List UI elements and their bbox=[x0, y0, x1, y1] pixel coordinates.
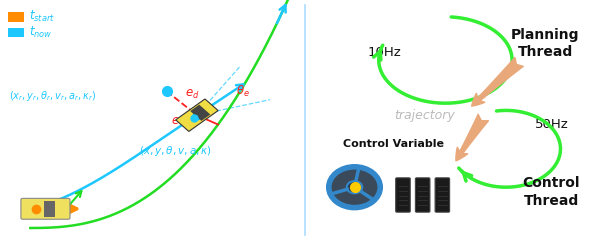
Text: $\theta_e$: $\theta_e$ bbox=[236, 84, 250, 99]
Polygon shape bbox=[190, 105, 211, 121]
Polygon shape bbox=[176, 99, 218, 132]
Text: $e$: $e$ bbox=[171, 114, 180, 126]
Circle shape bbox=[329, 167, 380, 208]
FancyBboxPatch shape bbox=[435, 178, 450, 212]
Text: $t_{now}$: $t_{now}$ bbox=[29, 25, 53, 40]
Text: trajectory: trajectory bbox=[394, 109, 455, 122]
FancyBboxPatch shape bbox=[396, 178, 410, 212]
Text: 50Hz: 50Hz bbox=[534, 118, 569, 131]
FancyBboxPatch shape bbox=[21, 198, 70, 219]
Text: $(x_r, y_r, \theta_r, v_r, a_r, \kappa_r)$: $(x_r, y_r, \theta_r, v_r, a_r, \kappa_r… bbox=[9, 89, 97, 103]
Text: $t_{start}$: $t_{start}$ bbox=[29, 9, 55, 24]
Text: Planning
Thread: Planning Thread bbox=[511, 28, 580, 59]
Text: $(x, y, \theta, v, a, \kappa)$: $(x, y, \theta, v, a, \kappa)$ bbox=[140, 144, 212, 158]
Bar bbox=[44, 201, 54, 216]
Bar bbox=[7, 28, 24, 37]
Text: Control Variable: Control Variable bbox=[343, 139, 444, 149]
FancyBboxPatch shape bbox=[416, 178, 430, 212]
Text: 10Hz: 10Hz bbox=[368, 46, 401, 59]
Text: Control
Thread: Control Thread bbox=[523, 176, 580, 208]
Bar bbox=[7, 12, 24, 22]
Circle shape bbox=[347, 181, 362, 193]
Text: $e_d$: $e_d$ bbox=[185, 88, 200, 101]
